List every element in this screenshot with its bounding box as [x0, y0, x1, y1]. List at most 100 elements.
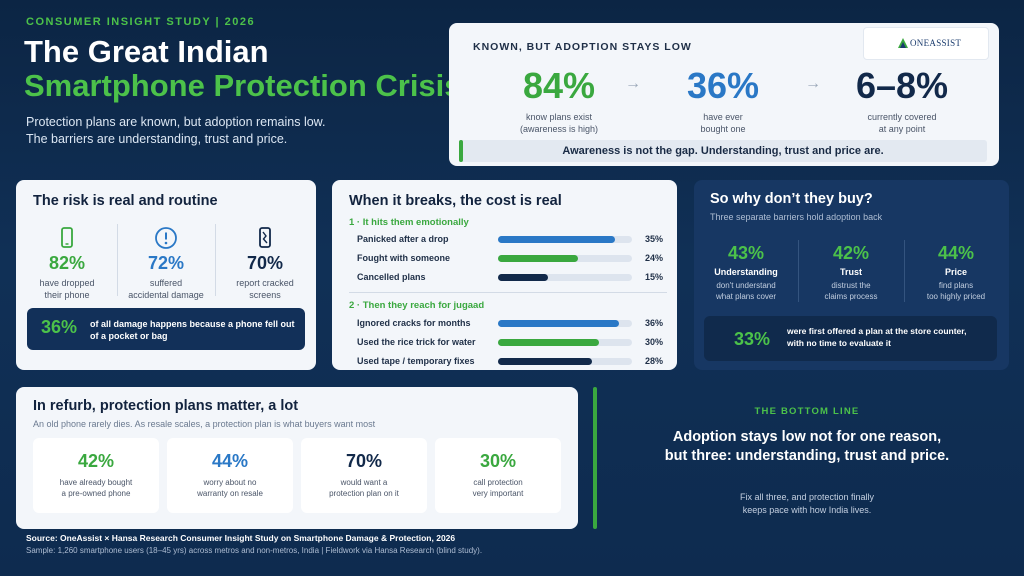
- bar-track: [498, 358, 632, 365]
- stat-value: 84%: [522, 65, 596, 106]
- stat-label-line: have dropped: [39, 278, 95, 288]
- subtitle-line1: Protection plans are known, but adoption…: [26, 115, 326, 129]
- stat-label-line: know plans exist: [525, 112, 593, 122]
- source-note: Source: OneAssist × Hansa Research Consu…: [26, 533, 456, 543]
- bar-fill: [498, 236, 615, 243]
- bar-row: Panicked after a drop 35%: [357, 233, 667, 247]
- bottom-line-statement: Adoption stays low not for one reason, b…: [664, 429, 950, 464]
- stat-label: suffered accidental damage: [119, 277, 213, 301]
- bar-fill: [498, 339, 599, 346]
- phone-icon: [61, 227, 73, 248]
- refurb-card: In refurb, protection plans matter, a lo…: [16, 387, 578, 529]
- bar-label: Fought with someone: [357, 253, 450, 263]
- sample-note: Sample: 1,260 smartphone users (18–45 yr…: [26, 546, 483, 555]
- stat-value: 82%: [48, 253, 86, 273]
- stat-label-line: bought one: [700, 124, 746, 134]
- stat-trust: 42% Trust distrust the claims process: [801, 242, 901, 302]
- stat-label-line: protection plan on it: [329, 489, 399, 498]
- stat-value: 44%: [937, 243, 975, 263]
- stat-label-line: distrust the: [831, 281, 871, 290]
- bar-fill: [498, 274, 548, 281]
- stat-price: 44% Price find plans too highly priced: [906, 242, 1006, 302]
- refurb-card-subheading: An old phone rarely dies. As resale scal…: [33, 419, 376, 429]
- callout-accent: [459, 140, 463, 162]
- arrow-icon: →: [625, 75, 641, 92]
- bar-track: [498, 274, 632, 281]
- stat-label-line: have ever: [703, 112, 743, 122]
- stat-value: 72%: [147, 253, 185, 273]
- stat-label: distrust the claims process: [801, 280, 901, 302]
- bar-value: 35%: [645, 234, 664, 244]
- stat-label-line: currently covered: [867, 112, 937, 122]
- stat-value: 36%: [686, 65, 760, 106]
- alert-icon: [155, 227, 177, 249]
- bar-track: [498, 255, 632, 262]
- logo-mark-icon: [898, 38, 908, 48]
- risk-card: The risk is real and routine 82% have dr…: [16, 180, 316, 370]
- page-title-line1: The Great Indian: [24, 34, 269, 69]
- divider: [798, 240, 799, 302]
- bar-value: 36%: [645, 318, 664, 328]
- stat-value: 43%: [727, 243, 765, 263]
- bar-row: Used tape / temporary fixes 28%: [357, 355, 667, 369]
- awareness-callout: Awareness is not the gap. Understanding,…: [459, 140, 987, 162]
- bar-row: Cancelled plans 15%: [357, 271, 667, 285]
- stat-label-line: too highly priced: [926, 292, 986, 301]
- bar-fill: [498, 255, 578, 262]
- stat-label-line: what plans cover: [715, 292, 777, 301]
- stat-label: would want a protection plan on it: [301, 477, 427, 499]
- stat-bought: 36% have ever bought one: [658, 65, 788, 135]
- stat-label-line: find plans: [938, 281, 974, 290]
- bar-label: Panicked after a drop: [357, 234, 449, 244]
- stat-name: Trust: [839, 267, 862, 277]
- bar-track: [498, 236, 632, 243]
- banner-value: 33%: [734, 329, 771, 349]
- barriers-card: So why don’t they buy? Three separate ba…: [694, 180, 1009, 370]
- stat-label-line: would want a: [340, 478, 388, 487]
- stat-name: Price: [944, 267, 968, 277]
- arrow-icon: →: [805, 75, 821, 92]
- stat-understanding: 43% Understanding don't understand what …: [696, 242, 796, 302]
- bar-row: Fought with someone 24%: [357, 252, 667, 266]
- stat-label-line: have already bought: [59, 478, 133, 487]
- bar-value: 28%: [645, 356, 664, 366]
- stat-accidental: 72% suffered accidental damage: [119, 226, 213, 301]
- stat-label-line: at any point: [878, 124, 926, 134]
- barriers-card-subheading: Three separate barriers hold adoption ba…: [710, 212, 883, 222]
- stat-label: worry about no warranty on resale: [167, 477, 293, 499]
- bar-row: Used the rice trick for water 30%: [357, 336, 667, 350]
- section-divider: [349, 292, 667, 293]
- stat-label: report cracked screens: [218, 277, 312, 301]
- stat-aware: 84% know plans exist (awareness is high): [494, 65, 624, 135]
- page-title-line2: Smartphone Protection Crisis: [24, 68, 462, 103]
- stat-value: 44%: [211, 451, 249, 471]
- divider: [117, 224, 118, 296]
- stat-label-line: accidental damage: [128, 290, 204, 300]
- banner-text: of all damage happens because a phone fe…: [90, 319, 295, 341]
- bottom-line-label: THE BOTTOM LINE: [754, 406, 860, 417]
- bar-value: 24%: [645, 253, 664, 263]
- stat-label: currently covered at any point: [837, 111, 967, 135]
- bar-label: Used the rice trick for water: [357, 337, 476, 347]
- stat-value: 70%: [246, 253, 284, 273]
- eyebrow: CONSUMER INSIGHT STUDY | 2026: [26, 16, 256, 28]
- bar-label: Cancelled plans: [357, 272, 426, 282]
- stat-name: Understanding: [714, 267, 778, 277]
- callout-text: Awareness is not the gap. Understanding,…: [562, 145, 884, 157]
- banner-text: were first offered a plan at the store c…: [787, 326, 967, 348]
- stat-label: have dropped their phone: [20, 277, 114, 301]
- bar-track: [498, 339, 632, 346]
- stat-label: have ever bought one: [658, 111, 788, 135]
- stat-label-line: suffered: [149, 278, 183, 288]
- store-counter-banner: 33% were first offered a plan at the sto…: [704, 316, 997, 361]
- adoption-card-heading: KNOWN, BUT ADOPTION STAYS LOW: [473, 41, 692, 53]
- stat-label-line: worry about no: [203, 478, 257, 487]
- stat-dropped: 82% have dropped their phone: [20, 226, 114, 301]
- stat-label: find plans too highly priced: [906, 280, 1006, 302]
- section-jugaad: 2 · Then they reach for jugaad: [349, 300, 485, 311]
- logo-text: ONEASSIST: [910, 38, 962, 48]
- cracked-phone-icon: [259, 227, 271, 248]
- stat-label-line: their phone: [44, 290, 90, 300]
- risk-card-heading: The risk is real and routine: [33, 193, 218, 209]
- stat-label-line: warranty on resale: [197, 489, 263, 498]
